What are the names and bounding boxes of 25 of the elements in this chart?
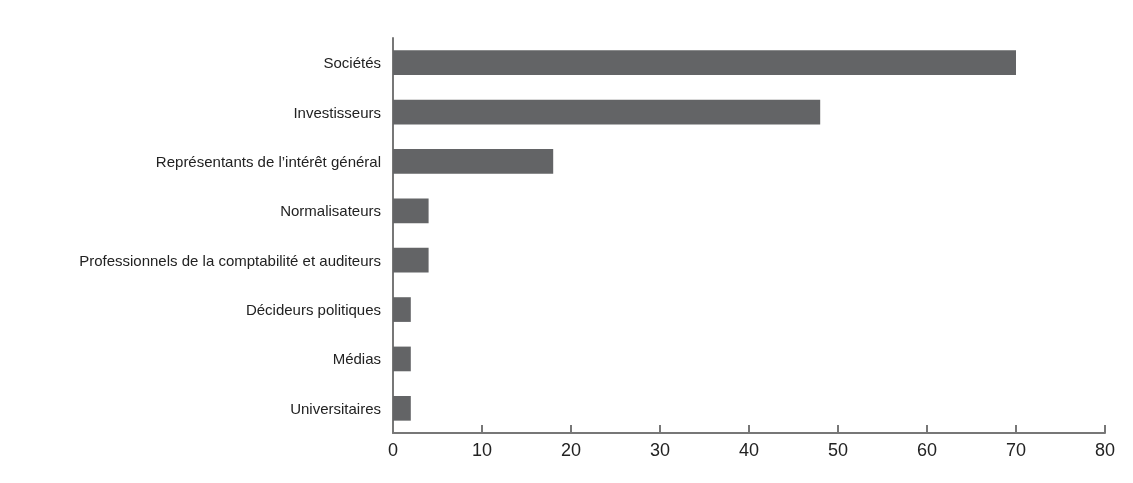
bar [393, 99, 821, 125]
x-tick-label: 70 [1005, 440, 1027, 460]
x-tick-label: 50 [827, 440, 849, 460]
bar [393, 198, 429, 224]
y-tick-label: Normalisateurs [280, 202, 381, 220]
y-tick-label: Médias [332, 350, 381, 368]
y-tick-label: Professionnels de la comptabilité et auditeurs [79, 251, 381, 269]
bar [393, 247, 429, 273]
y-tick-label: Décideurs politiques [245, 301, 381, 319]
bar [393, 395, 411, 421]
bar [393, 50, 1016, 76]
x-tick-label: 0 [387, 440, 399, 460]
y-tick-label: Sociétés [323, 54, 381, 72]
bar [393, 346, 411, 372]
x-tick-label: 20 [560, 440, 582, 460]
y-tick-label: Investisseurs [293, 103, 381, 121]
bar [393, 149, 554, 174]
x-tick-label: 80 [1094, 440, 1116, 460]
x-tick-label: 40 [738, 440, 760, 460]
x-tick-label: 10 [471, 440, 493, 460]
x-tick-label: 30 [649, 440, 671, 460]
x-tick-label: 60 [916, 440, 938, 460]
bar [393, 297, 411, 322]
y-tick-label: Universitaires [290, 399, 381, 417]
y-tick-label: Représentants de l’intérêt général [155, 152, 381, 170]
